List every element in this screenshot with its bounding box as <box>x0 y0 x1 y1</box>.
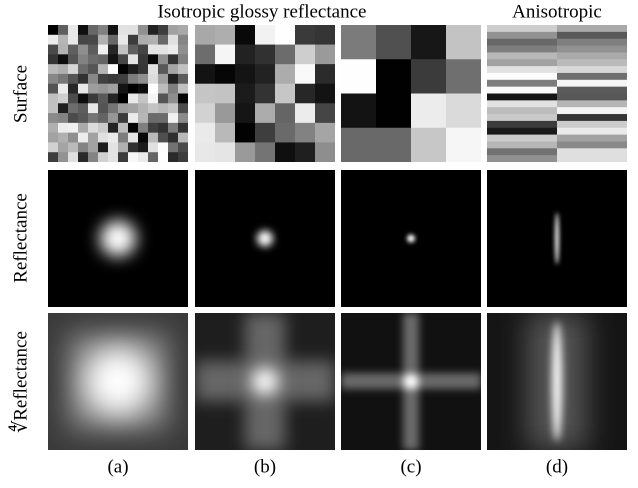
surface-image <box>195 25 335 162</box>
column-label: (c) <box>400 456 421 477</box>
surface-image <box>341 25 481 162</box>
reflectance-image <box>195 170 335 307</box>
surface-image <box>48 25 188 162</box>
row-label: Reflectance <box>10 193 31 283</box>
row-label: ∜Reflectance <box>8 331 31 433</box>
image-grid <box>48 25 627 450</box>
row-label: Surface <box>10 65 31 123</box>
group-title: Anisotropic <box>512 1 602 22</box>
root-reflectance-image <box>341 313 481 450</box>
root-reflectance-image <box>195 313 335 450</box>
root-reflectance-image <box>48 313 188 450</box>
column-label: (d) <box>546 456 568 477</box>
surface-image <box>487 25 627 162</box>
reflectance-image <box>48 170 188 307</box>
root-reflectance-image <box>487 313 627 450</box>
reflectance-image <box>487 170 627 307</box>
column-label: (b) <box>254 456 276 477</box>
column-label: (a) <box>107 456 128 477</box>
reflectance-image <box>341 170 481 307</box>
group-title: Isotropic glossy reflectance <box>158 1 367 22</box>
